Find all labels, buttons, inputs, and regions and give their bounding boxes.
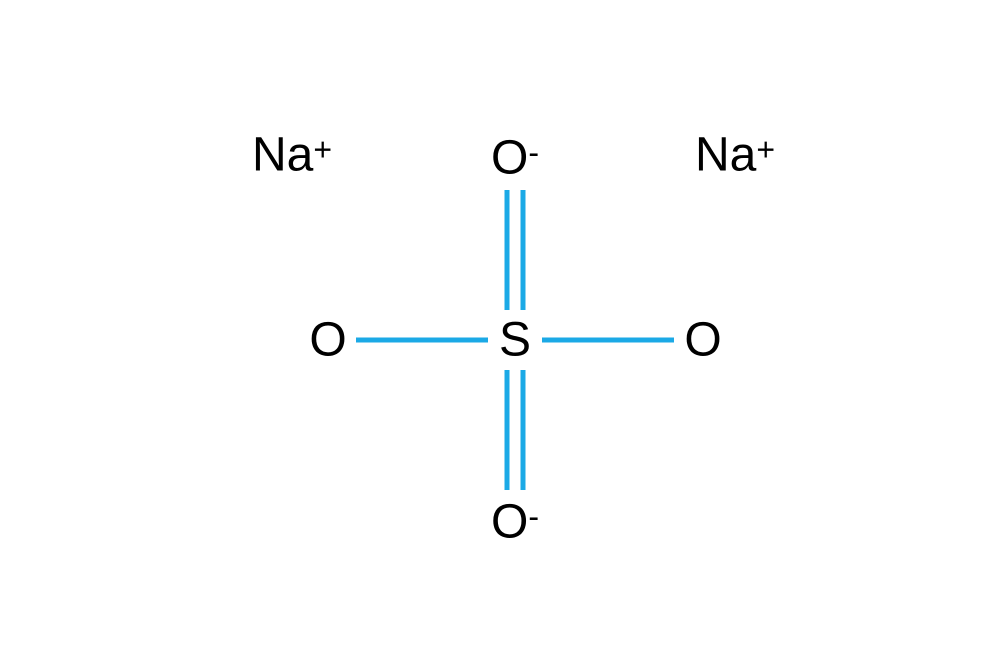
atom-oxygen-left: O [309,313,346,368]
atom-label: S [499,314,531,367]
atom-label: O [684,314,721,367]
atom-oxygen-top: O- [491,131,539,186]
bond-bottom-double-b [521,370,526,490]
atom-label: O [309,314,346,367]
atom-label: Na [695,129,756,182]
bond-top-double-b [521,190,526,310]
ion-sodium-left: Na+ [252,128,332,183]
bond-top-double-a [505,190,510,310]
bond-left-single [356,338,488,343]
ion-sodium-right: Na+ [695,128,775,183]
charge-superscript: - [528,498,539,534]
atom-label: Na [252,129,313,182]
bond-right-single [542,338,674,343]
atom-sulfur-center: S [499,313,531,368]
charge-superscript: + [313,131,332,167]
chemical-structure-canvas: S O- O- O O Na+ Na+ [0,0,1000,667]
atom-oxygen-bottom: O- [491,495,539,550]
charge-superscript: - [528,134,539,170]
atom-oxygen-right: O [684,313,721,368]
charge-superscript: + [756,131,775,167]
atom-label: O [491,132,528,185]
bond-bottom-double-a [505,370,510,490]
atom-label: O [491,496,528,549]
